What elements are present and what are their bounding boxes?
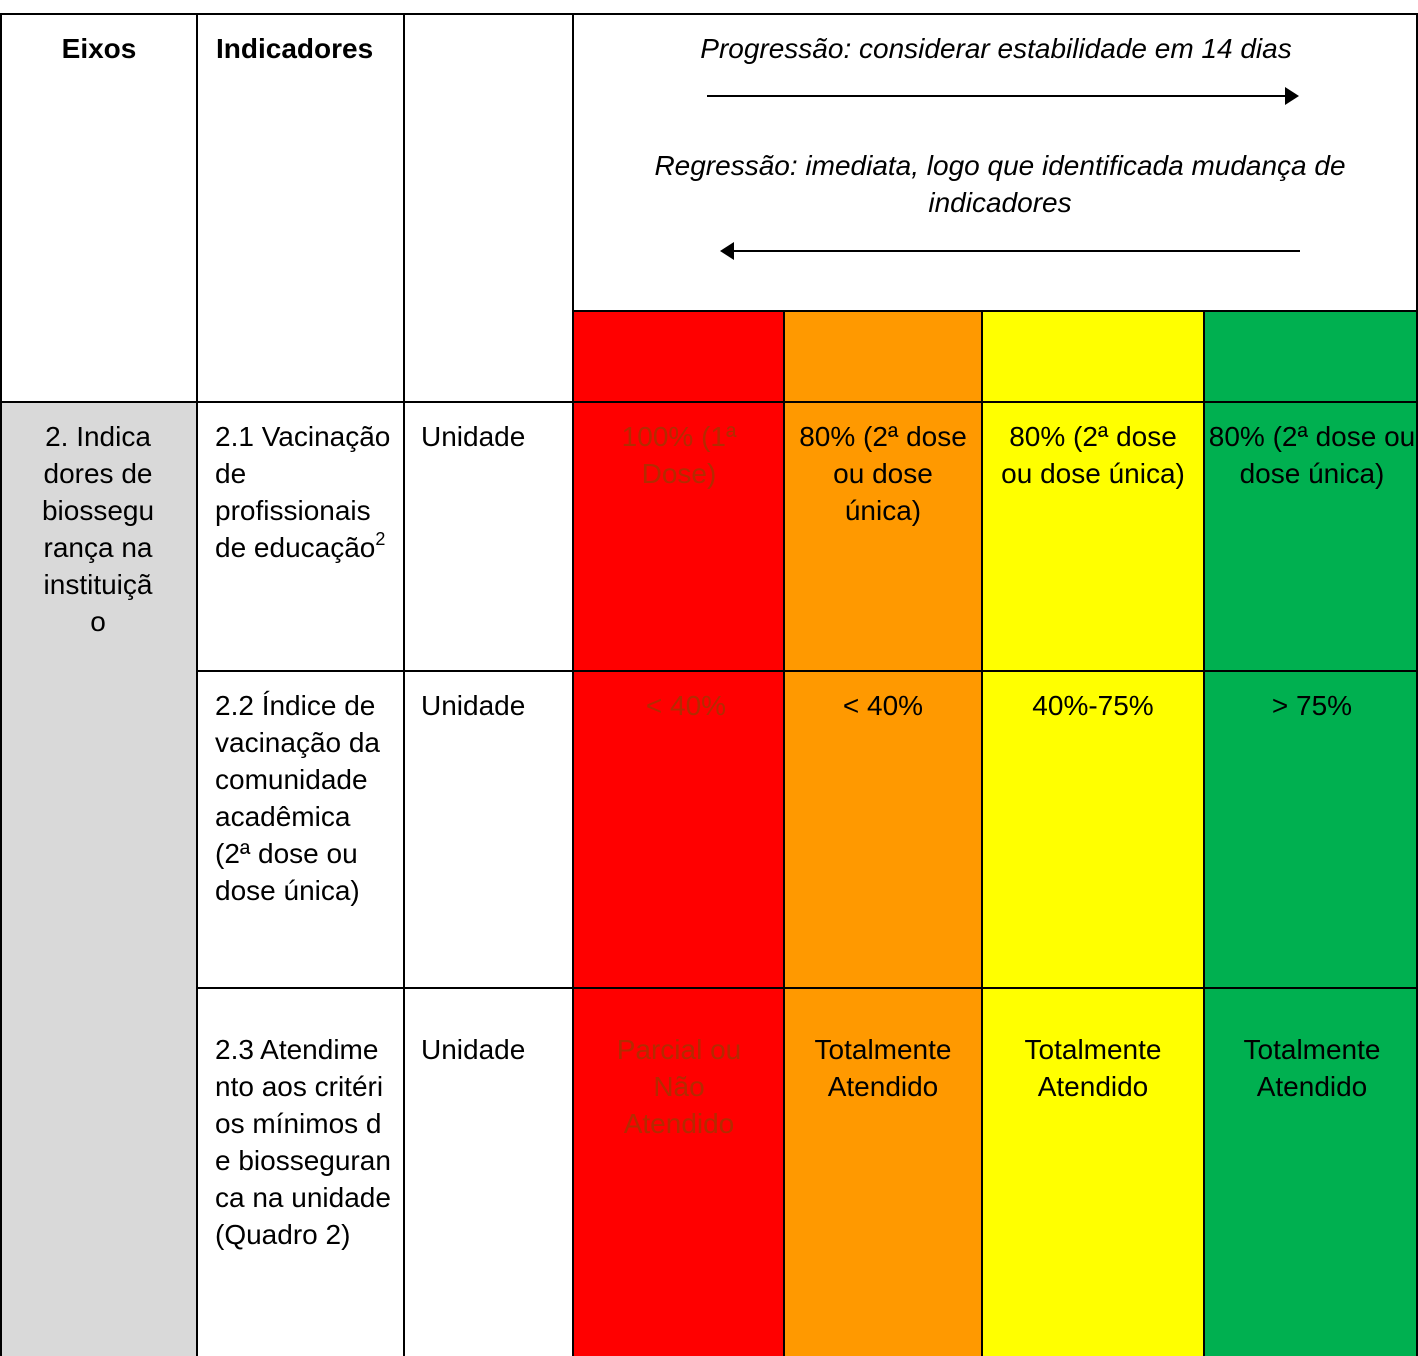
level-red-column [574, 312, 784, 1356]
level-orange-column [784, 312, 982, 1356]
level-yellow-column [982, 312, 1204, 1356]
header-eixos: Eixos [61, 33, 137, 64]
row-3-level-yellow: Totalmente Atendido [1024, 1034, 1162, 1102]
progression-label: Progressão: considerar estabilidade em 1… [700, 33, 1292, 64]
header-indicadores: Indicadores [216, 33, 374, 64]
col-divider-1 [196, 13, 198, 1356]
col-divider-3 [572, 13, 574, 1356]
header-bottom-border [0, 401, 1418, 403]
row-1-indicator-text: 2.1 Vacinação de profissionais de educaç… [215, 421, 391, 563]
row-2-level-green: > 75% [1271, 690, 1353, 721]
row-2-indicator: 2.2 Índice de vacinação da comunidade ac… [215, 690, 381, 906]
row-3-unit: Unidade [421, 1034, 526, 1065]
level-green-column [1204, 312, 1418, 1356]
axis-cell-background [0, 403, 198, 1356]
col-divider-2 [403, 13, 405, 1356]
row-1-unit: Unidade [421, 421, 526, 452]
row-3-indicator: 2.3 Atendimento aos critérios mínimos de… [215, 1034, 391, 1250]
axis-label: 2. Indicadores de biossegurança na insti… [41, 421, 155, 637]
row-1-level-green: 80% (2ª dose ou dose única) [1208, 421, 1416, 489]
col-divider-5 [981, 310, 983, 1356]
scale-divider [574, 310, 1418, 312]
regression-arrow [720, 242, 1300, 260]
row-2-level-orange: < 40% [842, 690, 924, 721]
table-right-border [1416, 13, 1418, 1356]
row-3-level-green: Totalmente Atendido [1243, 1034, 1381, 1102]
progression-arrow [707, 87, 1299, 105]
row-2-bottom-border [198, 987, 1418, 989]
row-3-level-orange: Totalmente Atendido [814, 1034, 952, 1102]
table-left-border [0, 13, 2, 1356]
row-1-level-red: 100% (1ª Dose) [621, 421, 737, 489]
row-3-level-red: Parcial ou Não Atendido [616, 1034, 742, 1139]
table-top-border [0, 13, 1418, 15]
row-1-level-orange: 80% (2ª dose ou dose única) [799, 421, 967, 526]
row-1-level-yellow: 80% (2ª dose ou dose única) [1001, 421, 1185, 489]
row-2-level-yellow: 40%-75% [1032, 690, 1154, 721]
row-2-unit: Unidade [421, 690, 526, 721]
row-1-footnote: 2 [375, 528, 386, 549]
regression-label: Regressão: imediata, logo que identifica… [654, 150, 1346, 218]
row-2-level-red: < 40% [645, 690, 727, 721]
row-1-bottom-border [198, 670, 1418, 672]
col-divider-4 [783, 310, 785, 1356]
col-divider-6 [1203, 310, 1205, 1356]
row-1-indicator: 2.1 Vacinação de profissionais de educaç… [215, 418, 397, 566]
